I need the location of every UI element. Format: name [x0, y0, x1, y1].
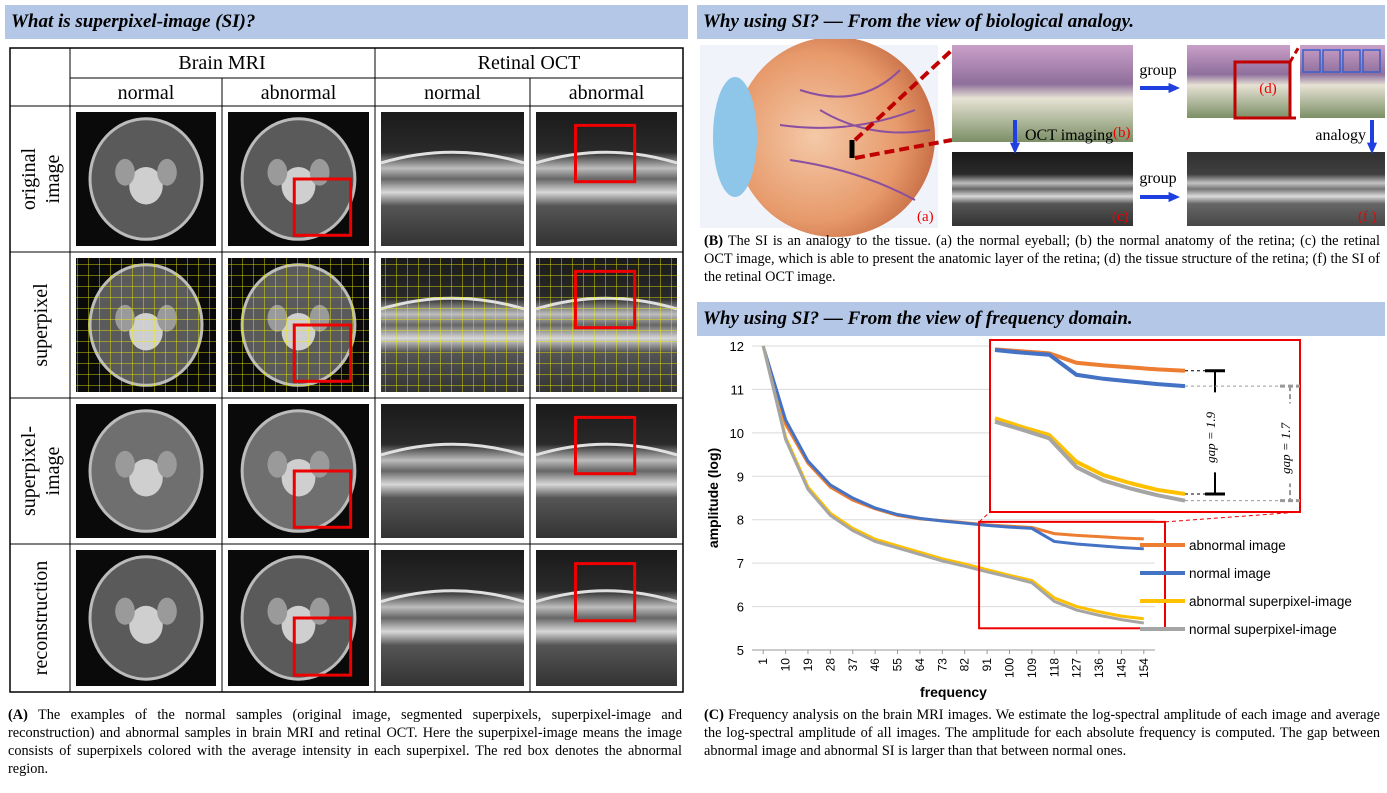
group-header: Brain MRI [178, 52, 265, 74]
oct-c [952, 152, 1133, 226]
legend-label: abnormal superpixel-image [1189, 594, 1352, 609]
arrow-head [1169, 83, 1180, 93]
arrow-head [1169, 192, 1180, 202]
brain-detail [310, 159, 330, 186]
y-tick-label: 11 [731, 382, 745, 397]
oct-f [1187, 152, 1385, 226]
group-header: Retinal OCT [478, 52, 581, 74]
caption-label: (C) [704, 707, 724, 723]
oct-image [536, 112, 677, 246]
figure-label: OCT imaging [1025, 127, 1113, 144]
caption-label: (A) [8, 707, 28, 723]
y-tick-label: 10 [730, 426, 744, 441]
x-tick-label: 145 [1114, 658, 1128, 678]
panel-c-caption: (C) Frequency analysis on the brain MRI … [704, 706, 1380, 760]
x-tick-label: 109 [1025, 658, 1039, 678]
figure-label: group [1139, 170, 1176, 187]
panel-b-caption: (B) The SI is an analogy to the tissue. … [704, 232, 1380, 286]
oct-image [381, 550, 524, 686]
page: { "panel_a": { "title": "What is superpi… [0, 0, 1387, 793]
column-header: abnormal [569, 82, 645, 104]
figure-label: (b) [1113, 125, 1131, 141]
row-label: image [42, 154, 64, 203]
brain-detail [267, 598, 287, 625]
zoom-line [979, 512, 1300, 522]
x-tick-label: 10 [779, 658, 793, 672]
x-tick-label: 1 [756, 658, 770, 665]
row-label: superpixel- [18, 426, 40, 516]
superpixel-grid [76, 258, 216, 392]
y-tick-label: 6 [737, 600, 744, 615]
figure: Brain MRI Retinal OCT normal abnormal normal… [0, 0, 1387, 793]
figure-label: (f ) [1358, 209, 1377, 225]
brain-detail [267, 159, 287, 186]
row-label: reconstruction [30, 561, 52, 675]
brain-detail [310, 451, 330, 478]
gap-label: gap = 1.9 [1203, 411, 1218, 463]
oct-image [381, 404, 524, 538]
y-tick-label: 5 [737, 643, 744, 658]
row-label: superpixel [30, 283, 52, 367]
illustrations: Brain MRI Retinal OCT normal abnormal normal… [10, 37, 1385, 700]
figure-label: analogy [1315, 127, 1366, 144]
gap-label: gap = 1.7 [1278, 422, 1293, 474]
x-tick-label: 55 [891, 658, 905, 672]
caption-text: The examples of the normal samples (orig… [8, 707, 682, 777]
brain-detail [115, 598, 135, 625]
x-tick-label: 19 [801, 658, 815, 672]
column-header: abnormal [261, 82, 337, 104]
figure-label: (d) [1259, 81, 1277, 97]
x-tick-label: 154 [1137, 658, 1151, 678]
y-axis-title: amplitude (log) [705, 448, 721, 548]
x-tick-label: 73 [935, 658, 949, 672]
oct-image [381, 112, 524, 246]
superpixel-grid [536, 258, 677, 392]
x-tick-label: 82 [958, 658, 972, 672]
eyeball [735, 37, 935, 237]
x-tick-label: 118 [1047, 658, 1061, 677]
row-label: image [42, 446, 64, 495]
brain-detail [115, 451, 135, 478]
figure-label: (a) [917, 209, 934, 225]
brain-detail [157, 159, 177, 186]
oct-image [536, 404, 677, 538]
caption-label: (B) [704, 233, 723, 249]
y-tick-label: 9 [737, 469, 744, 484]
brain-detail [310, 598, 330, 625]
y-tick-label: 7 [737, 556, 744, 571]
legend-label: abnormal image [1189, 538, 1286, 553]
superpixel-grid [381, 258, 524, 392]
cornea [713, 77, 757, 197]
x-tick-label: 91 [980, 658, 994, 672]
panel-a-title: What is superpixel-image (SI)? [5, 5, 688, 39]
caption-text: Frequency analysis on the brain MRI imag… [704, 707, 1380, 759]
x-tick-label: 37 [846, 658, 860, 672]
caption-text: The SI is an analogy to the tissue. (a) … [704, 233, 1380, 285]
panel-a-caption: (A) The examples of the normal samples (… [8, 706, 682, 778]
y-tick-label: 12 [730, 339, 744, 354]
brain-detail [267, 451, 287, 478]
x-tick-label: 100 [1002, 658, 1016, 678]
x-tick-label: 28 [823, 658, 837, 672]
panel-c-title: Why using SI? — From the view of frequen… [697, 302, 1385, 336]
brain-detail [157, 598, 177, 625]
x-tick-label: 64 [913, 658, 927, 672]
x-axis-title: frequency [920, 684, 987, 700]
figure-label: group [1139, 62, 1176, 79]
legend-label: normal superpixel-image [1189, 622, 1337, 637]
panel-b-title: Why using SI? — From the view of biologi… [697, 5, 1385, 39]
x-tick-label: 127 [1070, 658, 1084, 678]
oct-image [536, 550, 677, 686]
figure-label: (c) [1112, 209, 1129, 225]
y-tick-label: 8 [737, 513, 744, 528]
legend-label: normal image [1189, 566, 1271, 581]
x-tick-label: 136 [1092, 658, 1106, 678]
brain-detail [157, 451, 177, 478]
brain-detail [115, 159, 135, 186]
x-tick-label: 46 [868, 658, 882, 672]
row-label: original [18, 147, 40, 210]
column-header: normal [424, 82, 481, 104]
column-header: normal [118, 82, 175, 104]
